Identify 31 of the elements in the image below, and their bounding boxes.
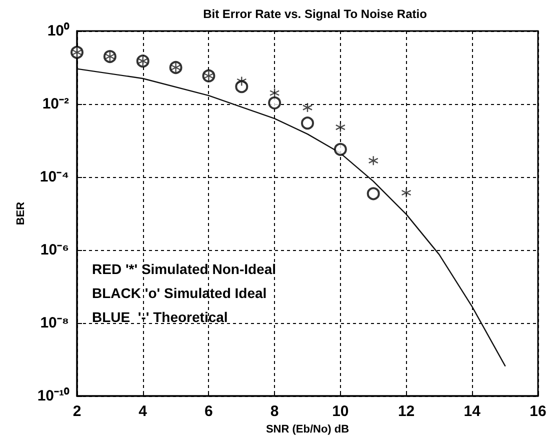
point [269,88,280,98]
point [368,156,378,166]
x-tick-label: 8 [270,403,279,420]
annotation: BLACK 'o' Simulated Ideal [92,285,267,301]
y-axis-title: BER [14,202,27,226]
y-tick-label: 10⁻² [42,96,69,112]
x-tick-label: 10 [332,403,349,420]
y-tick-label: 10⁻¹⁰ [37,386,70,404]
y-tick-label: 10⁰ [47,22,70,40]
point [302,102,313,113]
point [334,142,347,156]
point [236,76,247,86]
point [335,122,346,132]
chart-title: Bit Error Rate vs. Signal To Noise Ratio [203,7,427,21]
point [401,188,412,198]
y-tick-label: 10⁻⁴ [40,168,69,186]
point [301,116,314,130]
point [366,187,380,200]
line-series [76,68,506,366]
x-tick-label: 2 [72,403,82,420]
annotation: RED '*' Simulated Non-Ideal [92,261,276,277]
x-tick-label: 12 [398,403,415,420]
y-tick-label: 10⁻⁸ [40,314,69,332]
annotation: BLUE '-' Theoretical [92,309,228,325]
y-tick-label: 10⁻⁶ [40,242,69,258]
point [268,96,282,110]
x-tick-label: 14 [464,403,482,420]
x-axis-title: SNR (Eb/No) dB [266,423,350,436]
x-tick-label: 16 [530,403,546,420]
x-tick-label: 6 [204,403,213,420]
x-tick-label: 4 [138,403,148,420]
